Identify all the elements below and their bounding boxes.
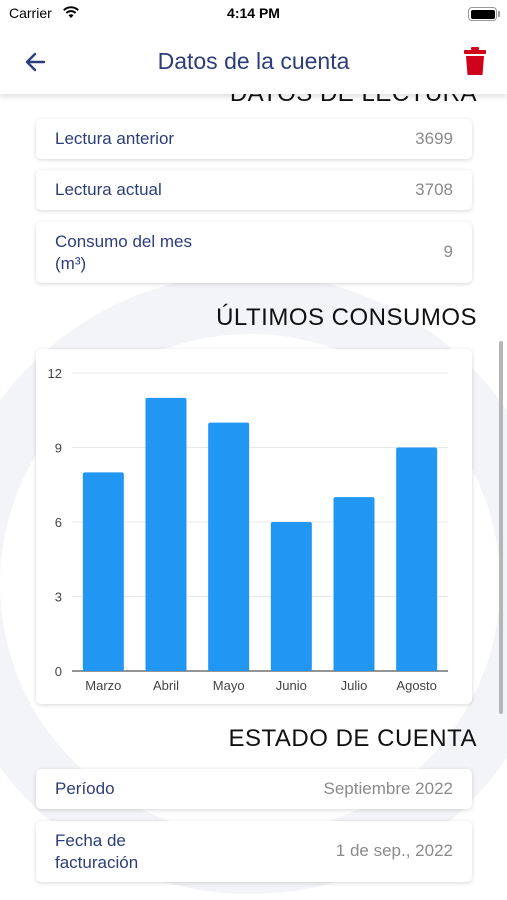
trash-icon[interactable] [461, 46, 489, 76]
arrow-left-icon[interactable] [20, 46, 52, 78]
battery-icon [468, 7, 500, 21]
x-tick-label: Julio [341, 678, 368, 693]
x-tick-label: Mayo [213, 678, 245, 693]
section-title-consumption: ÚLTIMOS CONSUMOS [216, 304, 477, 331]
account-row-billing-date: Fecha de facturación 1 de sep., 2022 [36, 821, 472, 882]
row-label: Lectura anterior [55, 129, 175, 148]
consumption-chart: 0 3 6 9 12 Marzo Abril Mayo Junio Julio Agosto [36, 349, 472, 704]
x-tick-label: Abril [153, 678, 179, 693]
row-value: 9 [443, 242, 453, 261]
nav-bar: Datos de la cuenta [0, 30, 507, 94]
bar-chart: 0 3 6 9 12 Marzo Abril Mayo Junio Julio Agosto [48, 366, 448, 693]
row-label: Período [55, 779, 115, 798]
reading-row-current: Lectura actual 3708 [36, 170, 472, 210]
row-value: 3708 [415, 180, 453, 199]
bar-abril [145, 397, 187, 671]
status-bar: Carrier 4:14 PM [0, 0, 507, 30]
reading-row-consumption: Consumo del mes (m³) 9 [36, 222, 472, 283]
row-label: Consumo del mes (m³) [55, 232, 193, 273]
bar-marzo [82, 472, 124, 671]
bar-mayo [208, 422, 250, 671]
x-tick-label: Marzo [85, 678, 121, 693]
y-tick-label: 12 [48, 366, 62, 381]
scroll-content[interactable]: DATOS DE LECTURA Lectura anterior 3699 L… [0, 94, 507, 900]
page-title: Datos de la cuenta [157, 48, 350, 74]
scrollbar[interactable] [499, 341, 503, 714]
y-tick-label: 0 [55, 664, 62, 679]
account-row-period: Período Septiembre 2022 [36, 769, 472, 809]
row-value: 1 de sep., 2022 [335, 841, 453, 860]
reading-row-previous: Lectura anterior 3699 [36, 119, 472, 159]
section-title-reading: DATOS DE LECTURA [230, 94, 477, 108]
row-label: Fecha de facturación [55, 831, 139, 872]
clock: 4:14 PM [227, 5, 280, 21]
row-label: Lectura actual [55, 180, 162, 199]
y-tick-label: 3 [55, 590, 62, 605]
x-tick-label: Junio [276, 678, 307, 693]
bar-junio [270, 522, 312, 671]
row-value: 3699 [415, 129, 453, 148]
bar-julio [333, 497, 375, 671]
carrier-label: Carrier [9, 5, 52, 21]
x-tick-label: Agosto [396, 678, 436, 693]
section-title-account: ESTADO DE CUENTA [228, 725, 477, 752]
row-value: Septiembre 2022 [323, 779, 453, 798]
bar-agosto [396, 447, 438, 671]
y-tick-label: 9 [55, 441, 62, 456]
wifi-icon [63, 6, 79, 18]
y-tick-label: 6 [55, 515, 62, 530]
